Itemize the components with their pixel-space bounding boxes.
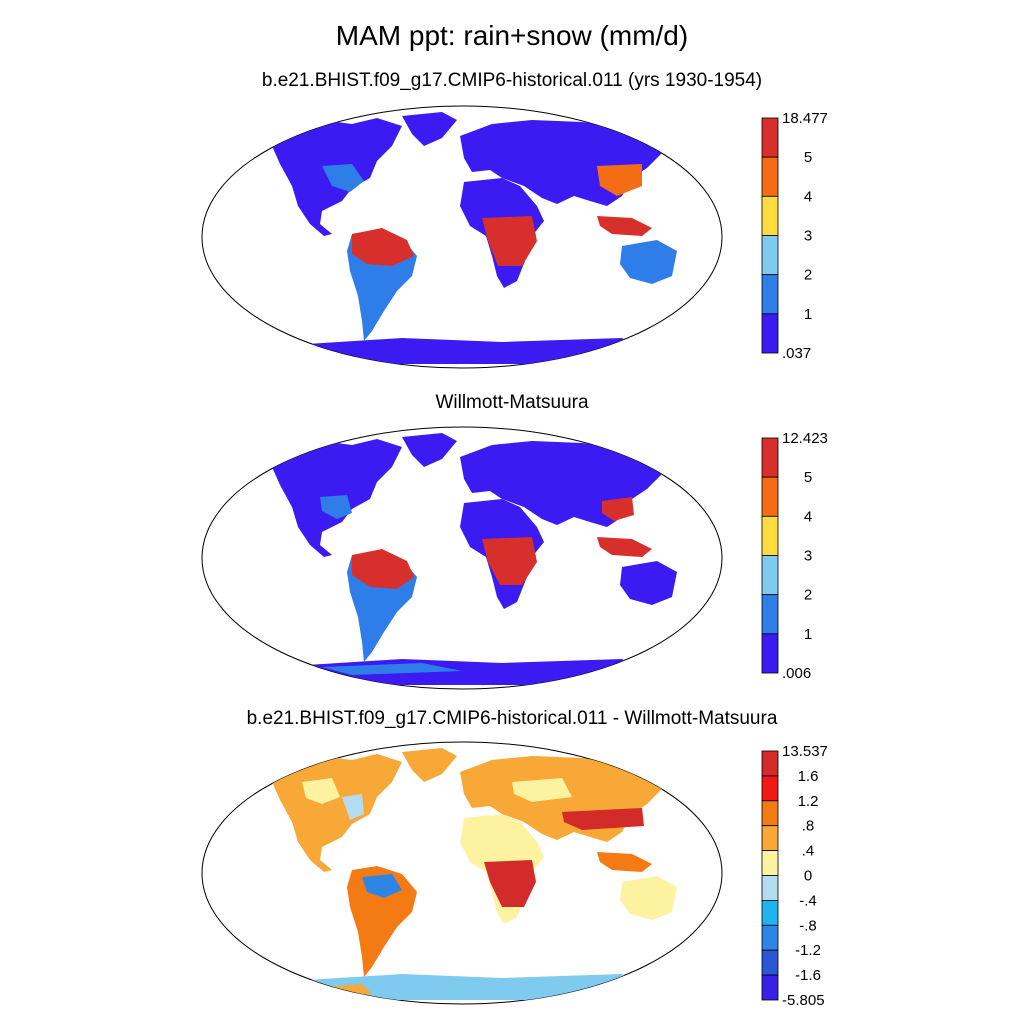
colorbar-label: -1.6 bbox=[795, 967, 821, 984]
colorbar-label: -1.2 bbox=[795, 942, 821, 959]
colorbar-swatch bbox=[761, 156, 779, 197]
colorbar-label: -.4 bbox=[799, 892, 817, 909]
colorbar-label: .8 bbox=[802, 818, 815, 835]
colorbar-swatch bbox=[761, 437, 779, 478]
colorbar-label: 1.2 bbox=[798, 793, 819, 810]
colorbar-label: 5 bbox=[804, 149, 812, 166]
colorbar-swatch bbox=[761, 750, 779, 777]
colorbar-label: 5 bbox=[804, 469, 812, 486]
colorbar-swatch bbox=[761, 476, 779, 517]
panel2-subtitle: Willmott-Matsuura bbox=[435, 392, 589, 413]
panel3-map bbox=[201, 741, 723, 1005]
colorbar-label: 1 bbox=[804, 306, 812, 323]
panel1-subtitle: b.e21.BHIST.f09_g17.CMIP6-historical.011… bbox=[261, 70, 763, 91]
colorbar-label: 0 bbox=[804, 868, 812, 885]
colorbar-label: 1 bbox=[804, 626, 812, 643]
colorbar-label: .037 bbox=[782, 345, 811, 362]
colorbar-swatch bbox=[761, 195, 779, 236]
panel1-colorbar: 18.477 5 4 3 2 1 .037 bbox=[761, 110, 828, 362]
colorbar-swatch bbox=[761, 974, 779, 1001]
colorbar-swatch bbox=[761, 313, 779, 354]
panel2-map bbox=[201, 426, 723, 690]
colorbar-label: -5.805 bbox=[782, 992, 825, 1009]
figure-title: MAM ppt: rain+snow (mm/d) bbox=[335, 20, 689, 51]
colorbar-swatch bbox=[761, 594, 779, 635]
colorbar-swatch bbox=[761, 274, 779, 315]
colorbar-swatch bbox=[761, 775, 779, 802]
colorbar-label: 2 bbox=[804, 267, 812, 284]
panel3-subtitle: b.e21.BHIST.f09_g17.CMIP6-historical.011… bbox=[246, 708, 778, 729]
panel3-colorbar: 13.537 1.6 1.2 .8 .4 0 -.4 -.8 -1.2 -1.6 -5.805 bbox=[761, 743, 828, 1009]
colorbar-label: 4 bbox=[804, 188, 812, 205]
colorbar-swatch bbox=[761, 633, 779, 674]
panel2-colorbar: 12.423 5 4 3 2 1 .006 bbox=[761, 430, 828, 682]
colorbar-swatch bbox=[761, 235, 779, 276]
colorbar-swatch bbox=[761, 900, 779, 926]
colorbar-label: 18.477 bbox=[782, 110, 828, 127]
colorbar-label: 12.423 bbox=[782, 430, 828, 447]
colorbar-label: 1.6 bbox=[798, 768, 819, 785]
panel1-map bbox=[201, 105, 723, 369]
colorbar-label: -.8 bbox=[799, 917, 817, 934]
colorbar-swatch bbox=[761, 825, 779, 852]
colorbar-swatch bbox=[761, 117, 779, 158]
colorbar-label: 13.537 bbox=[782, 743, 828, 760]
colorbar-swatch bbox=[761, 875, 779, 901]
colorbar-label: .4 bbox=[802, 843, 815, 860]
colorbar-swatch bbox=[761, 949, 779, 976]
colorbar-label: 4 bbox=[804, 508, 812, 525]
colorbar-swatch bbox=[761, 555, 779, 596]
colorbar-swatch bbox=[761, 800, 779, 827]
colorbar-label: .006 bbox=[782, 665, 811, 682]
colorbar-label: 3 bbox=[804, 228, 812, 245]
colorbar-swatch bbox=[761, 515, 779, 556]
colorbar-label: 3 bbox=[804, 548, 812, 565]
colorbar-label: 2 bbox=[804, 587, 812, 604]
colorbar-swatch bbox=[761, 850, 779, 876]
colorbar-swatch bbox=[761, 924, 779, 951]
